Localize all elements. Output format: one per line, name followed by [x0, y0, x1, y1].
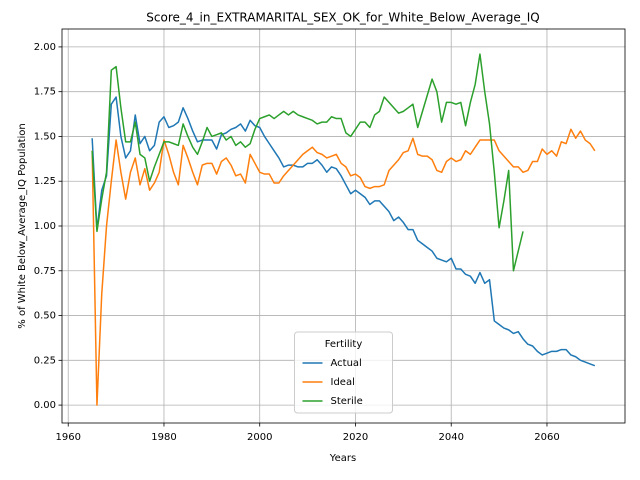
y-tick-label: 1.50	[34, 131, 56, 142]
chart-title: Score_4_in_EXTRAMARITAL_SEX_OK_for_White…	[146, 11, 539, 25]
series-line	[91, 128, 596, 406]
x-tick-label: 2020	[343, 432, 368, 443]
series-line	[91, 96, 596, 367]
legend-label: Sterile	[331, 396, 363, 407]
legend-label: Actual	[331, 358, 362, 369]
series-line	[91, 53, 524, 272]
grid	[62, 29, 625, 423]
x-tick-label: 2000	[247, 432, 272, 443]
y-tick-label: 1.75	[34, 87, 56, 98]
legend: Fertility Actual Ideal Sterile	[294, 331, 393, 414]
legend-label: Ideal	[331, 377, 355, 388]
y-tick-label: 0.50	[34, 311, 56, 322]
y-tick-label: 1.25	[34, 176, 56, 187]
y-tick-label: 0.25	[34, 355, 56, 366]
x-tick-label: 1980	[151, 432, 176, 443]
y-tick-label: 1.00	[34, 221, 56, 232]
y-tick-label: 0.75	[34, 266, 56, 277]
x-tick-label: 1960	[55, 432, 80, 443]
x-tick-label: 2060	[534, 432, 559, 443]
y-tick-label: 0.00	[34, 400, 56, 411]
legend-title: Fertility	[325, 339, 363, 350]
y-tick-label: 2.00	[34, 42, 56, 53]
y-axis-label: % of White Below_Average_IQ Population	[17, 123, 28, 328]
legend-box	[294, 331, 393, 414]
x-tick-label: 2040	[438, 432, 463, 443]
x-axis-label: Years	[329, 453, 356, 464]
plot-lines	[91, 53, 596, 406]
